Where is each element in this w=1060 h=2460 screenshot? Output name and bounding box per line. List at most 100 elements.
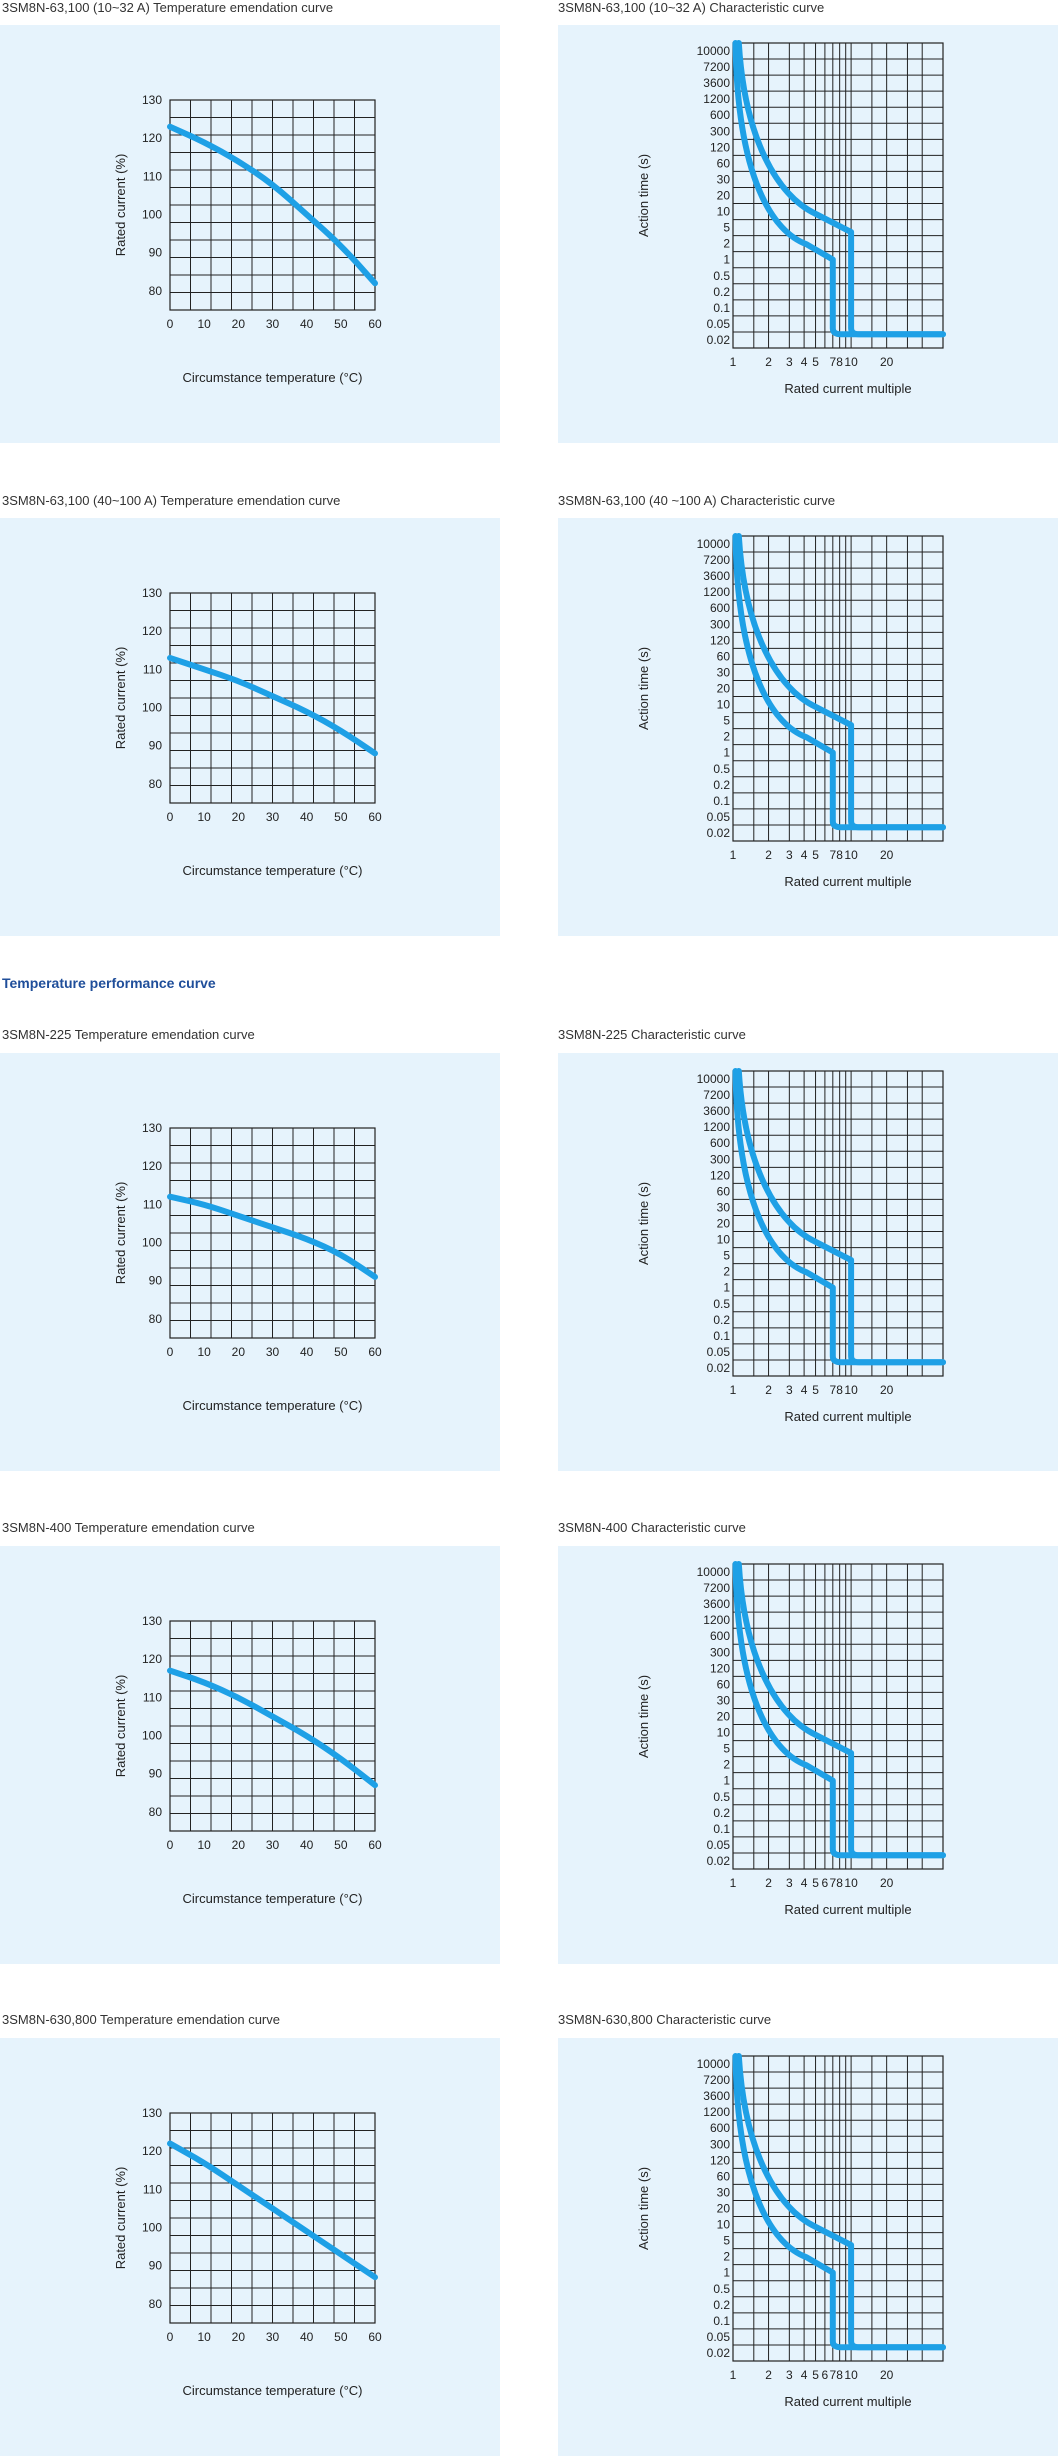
y-tick-label: 5 — [723, 1249, 730, 1263]
chart-panel-c8: 10000 7200 3600 1200 600 300 120 60 30 20 10 5 2 1 0.5… — [558, 1546, 1058, 1964]
y-tick-label: 0.1 — [713, 794, 730, 808]
x-tick-label: 4 — [801, 848, 808, 862]
y-tick-label: 130 — [142, 2106, 162, 2120]
grid — [733, 536, 943, 841]
chart-title-c6: 3SM8N-225 Characteristic curve — [558, 1027, 746, 1042]
x-tick-label: 3 — [786, 355, 793, 369]
x-tick-label: 60 — [368, 1838, 382, 1852]
y-tick-label: 600 — [710, 601, 730, 615]
y-tick-label: 110 — [143, 169, 162, 183]
x-tick-label: 10 — [197, 1345, 211, 1359]
y-tick-label: 30 — [717, 2185, 731, 2199]
x-tick-label: 3 — [786, 1383, 793, 1397]
x-tick-label: 3 — [786, 1876, 793, 1890]
y-tick-label: 80 — [149, 284, 163, 298]
x-tick-label: 30 — [266, 317, 280, 331]
x-tick-label: 40 — [300, 1838, 314, 1852]
series-line-lower — [732, 533, 946, 831]
y-tick-label: 1 — [723, 2266, 730, 2280]
x-tick-label: 40 — [300, 317, 314, 331]
x-tick-label: 50 — [334, 1838, 348, 1852]
y-tick-label: 120 — [710, 1661, 730, 1675]
y-tick-label: 100 — [142, 701, 162, 715]
grid — [733, 2056, 943, 2361]
x-tick-label: 60 — [368, 810, 382, 824]
y-tick-label: 10 — [717, 1726, 731, 1740]
x-tick-label: 60 — [368, 317, 382, 331]
x-tick-label: 20 — [880, 848, 894, 862]
chart-title-c3: 3SM8N-63,100 (40~100 A) Temperature emen… — [2, 493, 341, 508]
trip-chart-c4: 10000720036001200600300120603020105210.5… — [636, 533, 946, 889]
x-tick-label: 20 — [880, 2368, 894, 2382]
y-tick-label: 130 — [142, 1121, 162, 1135]
y-tick-label: 10 — [717, 1233, 731, 1247]
trip-chart-c6: 10000720036001200600300120603020105210.5… — [636, 1068, 946, 1424]
y-tick-label: 100 — [142, 1729, 162, 1743]
grid — [733, 1564, 943, 1869]
x-tick-label: 30 — [266, 2330, 280, 2344]
y-tick-label: 10000 — [697, 1565, 731, 1579]
y-tick-label: 3600 — [703, 1597, 730, 1611]
x-tick-label: 60 — [368, 2330, 382, 2344]
series-line-lower — [732, 1068, 946, 1366]
series-line-lower — [732, 40, 946, 338]
x-tick-label: 0 — [167, 810, 174, 824]
y-tick-label: 90 — [149, 246, 163, 260]
x-tick-label: 20 — [880, 1876, 894, 1890]
y-tick-label: 30 — [717, 1200, 731, 1214]
x-tick-label: 50 — [334, 317, 348, 331]
x-tick-label: 10 — [197, 2330, 211, 2344]
y-tick-label: 20 — [717, 1217, 731, 1231]
x-tick-label: 5 — [812, 355, 819, 369]
x-tick-label: 4 — [801, 2368, 808, 2382]
y-tick-label: 0.2 — [713, 285, 730, 299]
y-tick-label: 0.1 — [713, 1822, 730, 1836]
y-tick-label: 600 — [710, 108, 730, 122]
y-tick-label: 60 — [717, 649, 731, 663]
x-tick-label: 0 — [167, 2330, 174, 2344]
x-axis-label: Circumstance temperature (°C) — [182, 1891, 362, 1906]
x-tick-label: 2 — [765, 2368, 772, 2382]
y-tick-label: 120 — [710, 633, 730, 647]
plot-frame — [732, 1563, 944, 1870]
y-tick-label: 120 — [710, 1168, 730, 1182]
x-axis-label: Rated current multiple — [784, 1902, 911, 1917]
x-tick-label: 10 — [197, 810, 211, 824]
y-tick-label: 1200 — [703, 1120, 730, 1134]
y-tick-label: 1200 — [703, 1613, 730, 1627]
x-tick-label: 2 — [765, 1383, 772, 1397]
section-title: Temperature performance curve — [2, 975, 216, 991]
y-axis-label: Action time (s) — [636, 647, 651, 730]
y-axis-label: Rated current (%) — [113, 1182, 128, 1285]
y-tick-label: 7200 — [703, 60, 730, 74]
series-line-lower — [732, 1561, 946, 1859]
y-tick-label: 90 — [149, 2259, 163, 2273]
y-tick-label: 130 — [142, 1614, 162, 1628]
x-tick-label: 5 — [812, 2368, 819, 2382]
x-axis-label: Rated current multiple — [784, 874, 911, 889]
x-tick-label: 7 — [829, 1876, 836, 1890]
y-tick-label: 3600 — [703, 76, 730, 90]
y-tick-label: 20 — [717, 682, 731, 696]
grid — [733, 1071, 943, 1376]
y-tick-label: 110 — [143, 662, 162, 676]
x-tick-label: 1 — [730, 1876, 737, 1890]
y-tick-label: 3600 — [703, 1104, 730, 1118]
y-tick-label: 7200 — [703, 1088, 730, 1102]
chart-panel-c2: 10000 7200 3600 1200 600 300 120 60 30 20 10 5 2 1 0.5… — [558, 25, 1058, 443]
y-tick-label: 110 — [143, 1197, 162, 1211]
x-tick-label: 2 — [765, 848, 772, 862]
y-tick-label: 5 — [723, 1742, 730, 1756]
y-tick-label: 0.5 — [713, 2282, 730, 2296]
x-tick-label: 8 — [836, 1383, 843, 1397]
y-tick-label: 1 — [723, 1774, 730, 1788]
y-tick-label: 600 — [710, 1136, 730, 1150]
y-tick-label: 0.1 — [713, 2314, 730, 2328]
y-tick-label: 300 — [710, 2137, 730, 2151]
x-tick-label: 20 — [880, 355, 894, 369]
plot-frame — [732, 42, 944, 349]
y-tick-label: 300 — [710, 124, 730, 138]
y-tick-label: 0.5 — [713, 1297, 730, 1311]
y-tick-label: 1200 — [703, 92, 730, 106]
y-axis-label: Action time (s) — [636, 154, 651, 237]
